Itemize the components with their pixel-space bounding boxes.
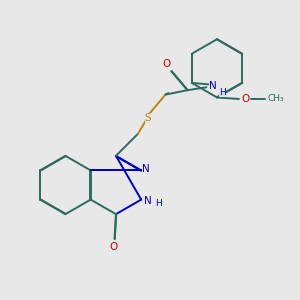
Text: N: N <box>142 164 149 174</box>
Text: O: O <box>241 94 250 104</box>
Text: S: S <box>145 113 151 123</box>
Text: O: O <box>109 242 117 252</box>
Text: O: O <box>163 59 171 69</box>
Text: H: H <box>155 199 161 208</box>
Text: H: H <box>219 88 226 97</box>
Text: N: N <box>144 196 152 206</box>
Text: N: N <box>209 81 217 91</box>
Text: CH₃: CH₃ <box>268 94 284 103</box>
